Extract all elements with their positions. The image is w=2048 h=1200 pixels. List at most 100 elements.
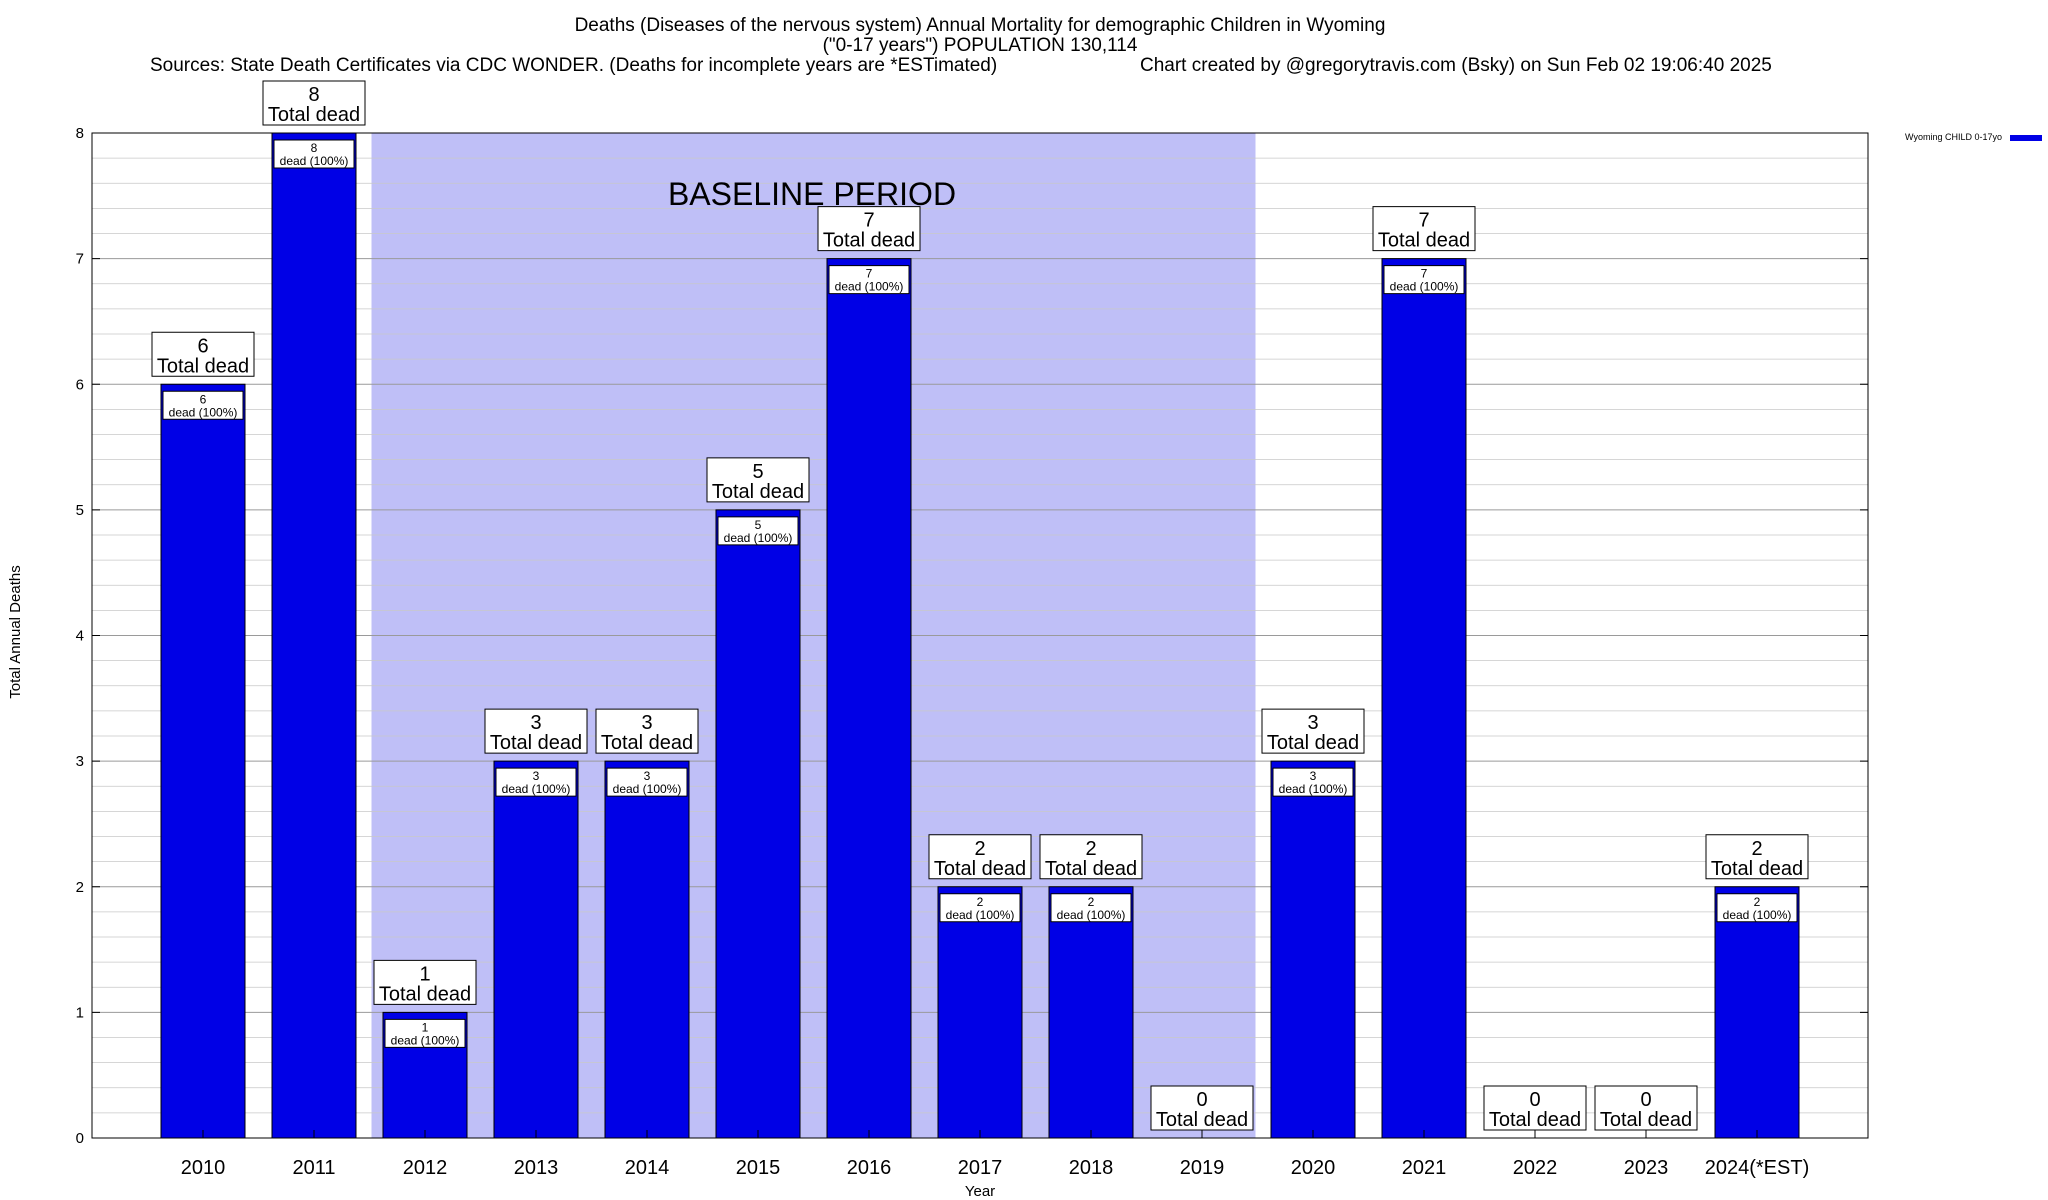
inner-pct-label: dead (100%) bbox=[724, 531, 793, 545]
inner-pct-label: dead (100%) bbox=[1279, 782, 1348, 796]
x-tick-label: 2022 bbox=[1513, 1157, 1558, 1179]
total-dead-label: Total dead bbox=[379, 983, 471, 1005]
y-axis-label: Total Annual Deaths bbox=[7, 565, 24, 698]
x-tick-label: 2011 bbox=[292, 1157, 335, 1179]
inner-pct-label: dead (100%) bbox=[1390, 280, 1459, 294]
total-dead-label: Total dead bbox=[934, 858, 1026, 880]
bar bbox=[1270, 760, 1356, 1139]
total-dead-label: Total dead bbox=[712, 481, 804, 503]
total-label-box bbox=[1372, 206, 1476, 252]
total-label-box bbox=[373, 959, 477, 1005]
inner-label-box bbox=[828, 265, 910, 295]
bar bbox=[715, 509, 801, 1139]
total-dead-label: Total dead bbox=[157, 355, 249, 377]
inner-label-box bbox=[162, 390, 244, 420]
total-dead-label: Total dead bbox=[1045, 858, 1137, 880]
total-value-label: 8 bbox=[308, 84, 319, 106]
chart-title-line-1: Deaths (Diseases of the nervous system) … bbox=[575, 15, 1386, 36]
total-dead-label: Total dead bbox=[1600, 1109, 1692, 1131]
inner-value-label: 3 bbox=[1310, 769, 1317, 783]
inner-value-label: 1 bbox=[422, 1020, 429, 1034]
total-label-box bbox=[151, 331, 255, 377]
total-value-label: 2 bbox=[1085, 838, 1096, 860]
y-tick-label: 2 bbox=[76, 879, 84, 896]
total-dead-label: Total dead bbox=[1711, 858, 1803, 880]
legend-series-swatch bbox=[2010, 135, 2042, 141]
y-tick-label: 4 bbox=[76, 628, 84, 645]
total-label-box bbox=[595, 708, 699, 754]
x-tick-label: 2010 bbox=[181, 1157, 226, 1179]
inner-label-box bbox=[1383, 265, 1465, 295]
x-tick-label: 2023 bbox=[1624, 1157, 1669, 1179]
inner-label-box bbox=[939, 893, 1021, 923]
inner-value-label: 2 bbox=[1754, 895, 1761, 909]
inner-pct-label: dead (100%) bbox=[946, 908, 1015, 922]
x-tick-label: 2013 bbox=[514, 1157, 559, 1179]
inner-value-label: 2 bbox=[977, 895, 984, 909]
x-tick-label: 2018 bbox=[1069, 1157, 1114, 1179]
total-value-label: 5 bbox=[752, 461, 763, 483]
total-label-box bbox=[1150, 1085, 1254, 1131]
y-tick-label: 0 bbox=[76, 1130, 84, 1147]
x-tick-label: 2016 bbox=[847, 1157, 892, 1179]
total-label-box bbox=[817, 206, 921, 252]
chart-title-line-2: ("0-17 years") POPULATION 130,114 bbox=[823, 35, 1138, 56]
y-tick-label: 7 bbox=[76, 251, 84, 268]
x-tick-label: 2015 bbox=[736, 1157, 781, 1179]
inner-label-box bbox=[1050, 893, 1132, 923]
total-value-label: 6 bbox=[197, 335, 208, 357]
bar bbox=[493, 760, 579, 1139]
inner-pct-label: dead (100%) bbox=[280, 154, 349, 168]
y-tick-label: 5 bbox=[76, 502, 84, 519]
x-tick-label: 2012 bbox=[403, 1157, 448, 1179]
total-value-label: 3 bbox=[530, 712, 541, 734]
total-value-label: 2 bbox=[974, 838, 985, 860]
inner-pct-label: dead (100%) bbox=[1057, 908, 1126, 922]
total-dead-label: Total dead bbox=[268, 104, 360, 126]
inner-value-label: 6 bbox=[200, 392, 207, 406]
inner-value-label: 7 bbox=[1421, 267, 1428, 281]
total-dead-label: Total dead bbox=[1267, 732, 1359, 754]
bar bbox=[937, 886, 1023, 1139]
chart-credit: Chart created by @gregorytravis.com (Bsk… bbox=[1140, 55, 1772, 76]
inner-value-label: 7 bbox=[866, 267, 873, 281]
bar bbox=[604, 760, 690, 1139]
total-value-label: 0 bbox=[1640, 1089, 1651, 1111]
total-dead-label: Total dead bbox=[490, 732, 582, 754]
inner-pct-label: dead (100%) bbox=[835, 280, 904, 294]
baseline-period-label: BASELINE PERIOD bbox=[668, 176, 956, 212]
total-label-box bbox=[1039, 834, 1143, 880]
y-tick-label: 6 bbox=[76, 376, 84, 393]
total-dead-label: Total dead bbox=[601, 732, 693, 754]
total-label-box bbox=[262, 80, 366, 126]
inner-label-box bbox=[495, 767, 577, 797]
y-tick-label: 8 bbox=[76, 125, 84, 142]
inner-pct-label: dead (100%) bbox=[1723, 908, 1792, 922]
bar bbox=[1048, 886, 1134, 1139]
chart-sources: Sources: State Death Certificates via CD… bbox=[150, 55, 997, 76]
total-dead-label: Total dead bbox=[823, 230, 915, 252]
total-dead-label: Total dead bbox=[1156, 1109, 1248, 1131]
bar bbox=[1714, 886, 1800, 1139]
total-value-label: 2 bbox=[1751, 838, 1762, 860]
total-value-label: 3 bbox=[641, 712, 652, 734]
total-value-label: 0 bbox=[1529, 1089, 1540, 1111]
inner-label-box bbox=[384, 1018, 466, 1048]
legend-series-label: Wyoming CHILD 0-17yo bbox=[1905, 132, 2002, 142]
y-tick-label: 1 bbox=[76, 1004, 84, 1021]
total-label-box bbox=[1705, 834, 1809, 880]
x-tick-label: 2020 bbox=[1291, 1157, 1336, 1179]
x-axis-ticks: 2010 2011 2012 2013 2014 2015 2016 2017 2018 2019… bbox=[181, 1130, 1809, 1179]
inner-value-label: 8 bbox=[311, 141, 318, 155]
bar bbox=[271, 132, 357, 1139]
bar bbox=[160, 383, 246, 1139]
total-value-label: 7 bbox=[863, 210, 874, 232]
total-label-box bbox=[706, 457, 810, 503]
total-value-label: 3 bbox=[1307, 712, 1318, 734]
total-label-box bbox=[484, 708, 588, 754]
inner-pct-label: dead (100%) bbox=[502, 782, 571, 796]
total-value-label: 7 bbox=[1418, 210, 1429, 232]
x-axis-label: Year bbox=[965, 1183, 995, 1200]
inner-label-box bbox=[273, 139, 355, 169]
